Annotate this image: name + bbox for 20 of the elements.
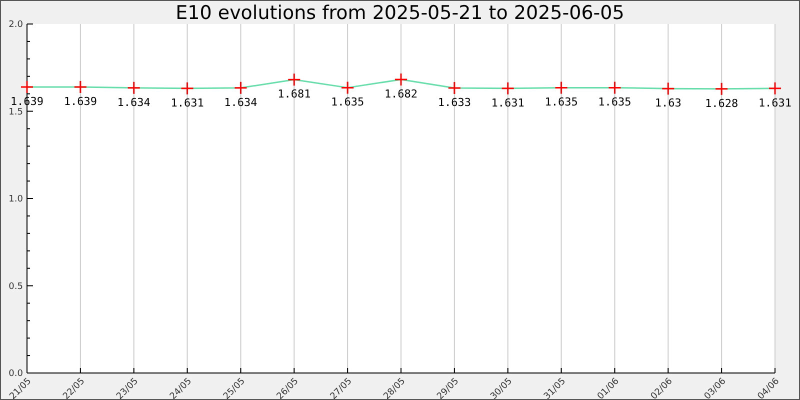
data-label: 1.63 [654, 96, 682, 110]
data-label: 1.635 [544, 96, 578, 109]
data-label: 1.681 [278, 88, 311, 101]
data-label: 1.682 [384, 87, 418, 100]
data-label: 1.631 [491, 96, 524, 110]
data-label: 1.635 [331, 96, 364, 109]
data-label: 1.631 [170, 96, 204, 110]
chart-title: E10 evolutions from 2025-05-21 to 2025-06-05 [176, 2, 624, 24]
y-tick-label: 2.0 [8, 20, 24, 30]
data-label: 1.633 [438, 96, 471, 110]
y-tick-label: 1.0 [8, 194, 24, 204]
data-label: 1.634 [117, 96, 151, 109]
data-label: 1.635 [598, 96, 632, 109]
data-label: 1.639 [64, 94, 97, 108]
data-label: 1.634 [224, 96, 258, 109]
data-label: 1.628 [705, 96, 738, 110]
data-label: 1.631 [758, 96, 792, 110]
y-tick-label: 0.5 [8, 282, 23, 292]
y-tick-label: 1.5 [8, 107, 23, 118]
y-tick-label: 0.0 [8, 369, 24, 379]
